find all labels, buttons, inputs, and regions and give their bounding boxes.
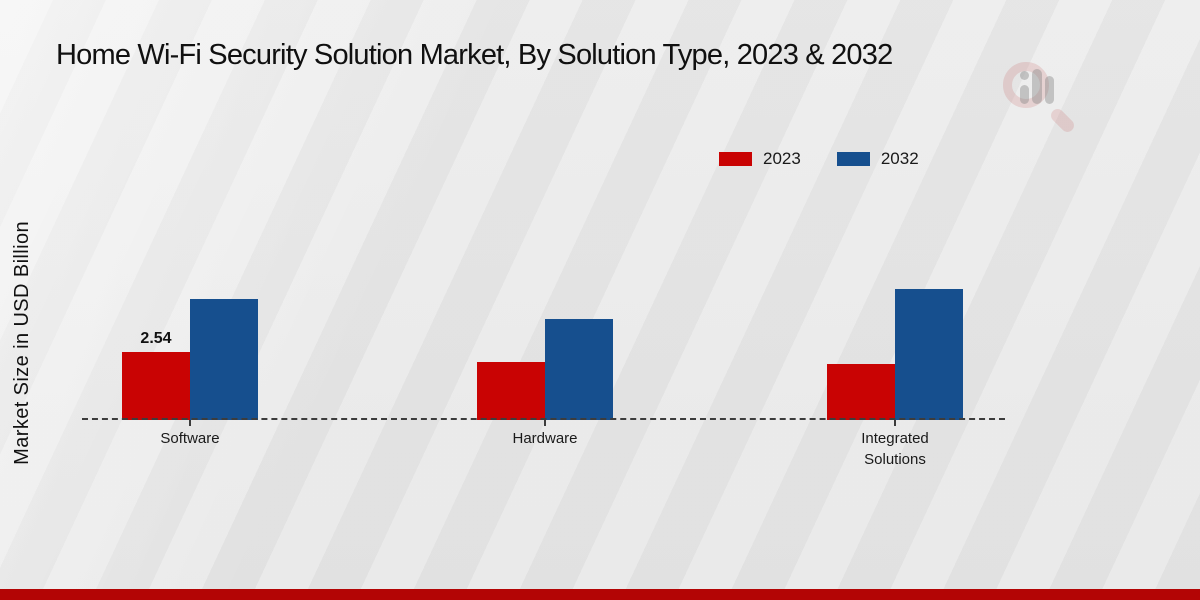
bar-2032-hardware bbox=[545, 319, 613, 420]
logo-bar-icon bbox=[1020, 85, 1029, 104]
bar-2032-software bbox=[190, 299, 258, 420]
bar-2023-software bbox=[122, 352, 190, 420]
category-label-hardware: Hardware bbox=[512, 430, 578, 447]
legend-label-2032: 2032 bbox=[880, 149, 919, 168]
x-tick-integrated-solutions bbox=[894, 420, 896, 426]
bar-2023-hardware bbox=[477, 362, 545, 420]
legend-item-2023: 2023 bbox=[719, 149, 801, 169]
bottom-brand-strip bbox=[0, 589, 1200, 600]
bar-value-label: 2.54 bbox=[140, 330, 172, 347]
legend: 2023 2032 bbox=[719, 149, 919, 169]
logo-dot-icon bbox=[1020, 71, 1029, 80]
category-label-integrated-solutions: Integrated Solutions bbox=[861, 430, 929, 468]
x-tick-hardware bbox=[544, 420, 546, 426]
category-label-software: Software bbox=[160, 430, 220, 447]
magnifier-handle-icon bbox=[1048, 106, 1077, 135]
legend-item-2032: 2032 bbox=[836, 149, 919, 169]
logo-bar-icon bbox=[1045, 76, 1054, 104]
chart-title: Home Wi-Fi Security Solution Market, By … bbox=[56, 39, 893, 71]
bar-2023-integrated-solutions bbox=[827, 364, 895, 420]
legend-label-2023: 2023 bbox=[763, 149, 801, 168]
x-tick-software bbox=[189, 420, 191, 426]
logo-bar-icon bbox=[1032, 69, 1042, 104]
magnifier-circle-icon bbox=[1003, 62, 1049, 108]
legend-swatch-2032 bbox=[836, 152, 870, 166]
bar-2032-integrated-solutions bbox=[895, 289, 963, 420]
x-axis-baseline bbox=[82, 418, 1005, 420]
brand-watermark bbox=[1003, 60, 1083, 142]
legend-swatch-2023 bbox=[719, 152, 752, 166]
